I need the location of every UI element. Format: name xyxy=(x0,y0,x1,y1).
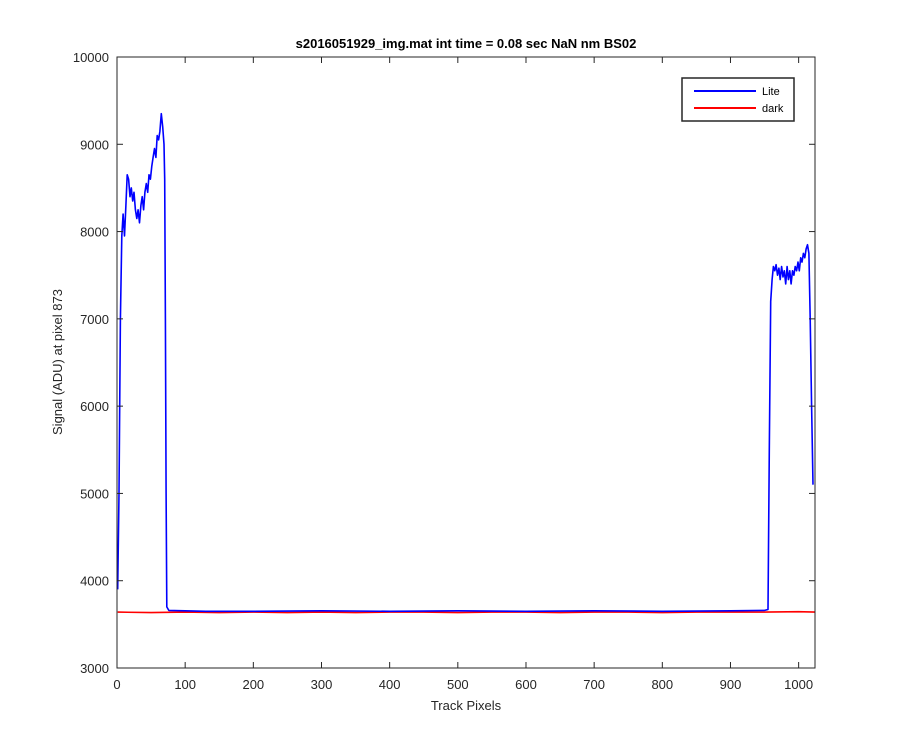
y-tick-label: 9000 xyxy=(80,137,109,152)
x-axis-title: Track Pixels xyxy=(431,698,502,713)
legend-box xyxy=(681,77,795,122)
x-axis: 0 100 200 300 400 500 600 700 800 900 1000 xyxy=(113,57,813,692)
series-layer xyxy=(116,112,816,614)
x-tick-label: 800 xyxy=(651,677,673,692)
x-tick-label: 900 xyxy=(720,677,742,692)
y-tick-label: 8000 xyxy=(80,225,109,240)
x-tick-label: 600 xyxy=(515,677,537,692)
plot-frame xyxy=(116,56,816,669)
x-tick-label: 200 xyxy=(242,677,264,692)
y-axis-title: Signal (ADU) at pixel 873 xyxy=(50,289,65,435)
series-line-dark xyxy=(117,610,816,614)
x-tick-label: 100 xyxy=(174,677,196,692)
y-tick-label: 4000 xyxy=(80,574,109,589)
y-tick-label: 10000 xyxy=(73,50,109,65)
plot-area xyxy=(117,57,815,668)
y-tick-label: 3000 xyxy=(80,661,109,676)
y-tick-label: 5000 xyxy=(80,486,109,501)
x-tick-label: 700 xyxy=(583,677,605,692)
legend-label-lite: Lite xyxy=(762,86,780,98)
legend-label-dark: dark xyxy=(762,103,784,115)
legend: Lite dark xyxy=(681,77,795,122)
chart-title: s2016051929_img.mat int time = 0.08 sec … xyxy=(296,36,637,51)
series-line-lite xyxy=(116,112,814,613)
y-axis: 3000 4000 5000 6000 7000 8000 9000 10000 xyxy=(73,50,815,676)
x-tick-label: 1000 xyxy=(784,677,813,692)
x-tick-label: 400 xyxy=(379,677,401,692)
x-tick-label: 500 xyxy=(447,677,469,692)
y-tick-label: 6000 xyxy=(80,399,109,414)
y-tick-label: 7000 xyxy=(80,312,109,327)
x-tick-label: 0 xyxy=(113,677,120,692)
x-tick-label: 300 xyxy=(311,677,333,692)
